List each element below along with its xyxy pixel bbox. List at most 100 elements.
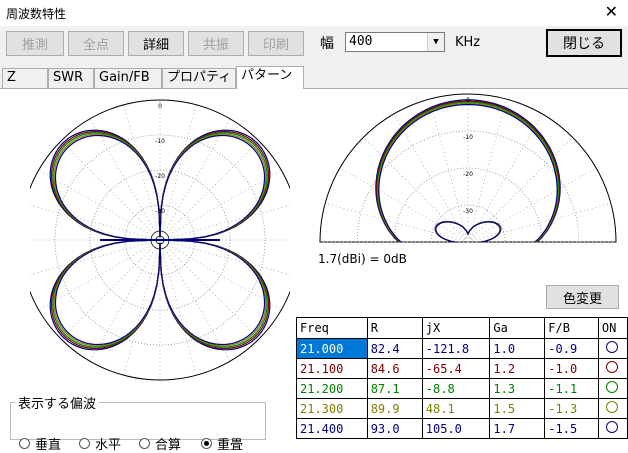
cell-on[interactable] bbox=[597, 418, 628, 439]
on-toggle-icon[interactable] bbox=[605, 361, 618, 373]
tab-bar: Z SWR Gain/FB プロパティ パターン bbox=[0, 66, 628, 89]
radio-circle[interactable] bbox=[79, 438, 90, 449]
col-on: ON bbox=[597, 317, 628, 339]
plot-grid-spoke bbox=[38, 246, 149, 311]
color-change-button[interactable]: 色変更 bbox=[546, 285, 619, 309]
cell-on[interactable] bbox=[597, 378, 628, 399]
cell-fb: -0.9 bbox=[544, 338, 599, 359]
chevron-down-icon[interactable]: ▼ bbox=[427, 33, 444, 51]
polarization-legend: 表示する偏波 bbox=[18, 397, 97, 412]
col-ga: Ga bbox=[489, 317, 546, 339]
width-select[interactable]: 400 ▼ bbox=[345, 32, 445, 52]
radio-overlay[interactable]: 重畳 bbox=[201, 434, 243, 453]
plot-grid-ring bbox=[54, 134, 266, 346]
tab-swr[interactable]: SWR bbox=[48, 68, 94, 88]
cell-on[interactable] bbox=[597, 358, 628, 379]
radio-label: 水平 bbox=[95, 438, 122, 453]
polarization-group: 表示する偏波 垂直 水平 合算 重畳 bbox=[10, 393, 266, 453]
on-toggle-icon[interactable] bbox=[605, 381, 618, 393]
plot-grid-spoke bbox=[173, 243, 290, 276]
plot-grid-spoke bbox=[169, 249, 260, 340]
estimate-button[interactable]: 推測 bbox=[6, 31, 64, 56]
plot-grid-ring bbox=[356, 130, 580, 243]
vertical-pattern-plot: 0 -10 -20 -30 bbox=[319, 93, 617, 243]
resonance-button[interactable]: 共振 bbox=[188, 31, 244, 56]
plot-outer-ring bbox=[319, 93, 617, 243]
plot-grid-spoke bbox=[393, 113, 469, 243]
plot-grid-spoke bbox=[171, 169, 282, 234]
cell-fb: -1.3 bbox=[544, 398, 599, 419]
radio-label: 重畳 bbox=[217, 438, 244, 453]
window-title: 周波数特性 bbox=[6, 7, 67, 21]
plot-grid-spoke bbox=[467, 167, 597, 243]
cell-fb: -1.1 bbox=[544, 378, 599, 399]
ring-label: -30 bbox=[155, 208, 165, 215]
plot-grid-spoke bbox=[339, 167, 469, 243]
col-freq: Freq bbox=[296, 317, 368, 339]
on-toggle-icon[interactable] bbox=[605, 341, 618, 353]
cell-freq: 21.300 bbox=[296, 398, 368, 419]
ring-label: 0 bbox=[158, 103, 162, 110]
table-header-row: Freq R jX Ga F/B ON bbox=[296, 317, 628, 339]
elevation-trace-4 bbox=[377, 102, 559, 243]
radio-vertical[interactable]: 垂直 bbox=[19, 434, 61, 453]
table-row[interactable]: 21.000 82.4 -121.8 1.0 -0.9 bbox=[296, 338, 628, 359]
tab-properties[interactable]: プロパティ bbox=[162, 68, 236, 88]
ring-label: -10 bbox=[155, 138, 165, 145]
close-icon[interactable]: ✕ bbox=[604, 2, 618, 21]
radio-circle[interactable] bbox=[201, 438, 212, 449]
cell-ga: 1.5 bbox=[489, 398, 546, 419]
cell-r: 89.9 bbox=[366, 398, 423, 419]
cell-jx: 105.0 bbox=[421, 418, 491, 439]
on-toggle-icon[interactable] bbox=[605, 421, 618, 433]
plot-grid-spoke bbox=[163, 253, 197, 376]
cell-on[interactable] bbox=[597, 398, 628, 419]
plot-grid-ring bbox=[393, 167, 543, 243]
tab-pattern[interactable]: パターン bbox=[236, 66, 304, 89]
plot-grid-spoke bbox=[171, 246, 282, 311]
cell-r: 93.0 bbox=[366, 418, 423, 439]
on-toggle-icon[interactable] bbox=[605, 401, 618, 413]
ring-label: -10 bbox=[463, 134, 473, 141]
radio-horizontal[interactable]: 水平 bbox=[79, 434, 121, 453]
radio-circle[interactable] bbox=[19, 438, 30, 449]
cell-on[interactable] bbox=[597, 338, 628, 359]
close-button[interactable]: 閉じる bbox=[546, 29, 622, 57]
print-button[interactable]: 印刷 bbox=[248, 31, 304, 56]
tab-gain-fb[interactable]: Gain/FB bbox=[94, 68, 162, 88]
plot-grid-spoke bbox=[89, 251, 154, 362]
width-value: 400 bbox=[349, 34, 373, 49]
width-label: 幅 bbox=[320, 36, 334, 52]
ring-label: 0 bbox=[466, 97, 470, 104]
table-row[interactable]: 21.100 84.6 -65.4 1.2 -1.0 bbox=[296, 358, 628, 379]
ring-label: -20 bbox=[463, 171, 473, 178]
plot-grid-spoke bbox=[467, 203, 612, 243]
plot-grid-spoke bbox=[60, 140, 151, 231]
col-r: R bbox=[366, 317, 423, 339]
elevation-trace-5 bbox=[378, 103, 558, 243]
tab-z[interactable]: Z bbox=[2, 68, 48, 88]
plot-grid-spoke bbox=[324, 203, 469, 243]
plot-grid-spoke bbox=[60, 249, 151, 340]
cell-freq: 21.100 bbox=[296, 358, 368, 379]
cell-ga: 1.3 bbox=[489, 378, 546, 399]
table-row[interactable]: 21.200 87.1 -8.8 1.3 -1.1 bbox=[296, 378, 628, 399]
table-row[interactable]: 21.300 89.9 48.1 1.5 -1.3 bbox=[296, 398, 628, 419]
radio-combined[interactable]: 合算 bbox=[139, 434, 181, 453]
plot-grid-spoke bbox=[30, 243, 147, 276]
width-unit: KHz bbox=[455, 35, 481, 50]
plot-grid-spoke bbox=[89, 118, 154, 229]
all-points-button[interactable]: 全点 bbox=[68, 31, 124, 56]
plot-grid-spoke bbox=[173, 204, 290, 237]
cell-ga: 1.0 bbox=[489, 338, 546, 359]
cell-fb: -1.5 bbox=[544, 418, 599, 439]
cell-fb: -1.0 bbox=[544, 358, 599, 379]
detail-button[interactable]: 詳細 bbox=[128, 31, 184, 56]
plot-grid-spoke bbox=[169, 140, 260, 231]
elevation-trace-2 bbox=[375, 100, 561, 243]
plot-grid-spoke bbox=[467, 98, 507, 243]
table-row[interactable]: 21.400 93.0 105.0 1.7 -1.5 bbox=[296, 418, 628, 439]
radio-label: 垂直 bbox=[35, 438, 62, 453]
radio-circle[interactable] bbox=[139, 438, 150, 449]
cell-jx: 48.1 bbox=[421, 398, 491, 419]
